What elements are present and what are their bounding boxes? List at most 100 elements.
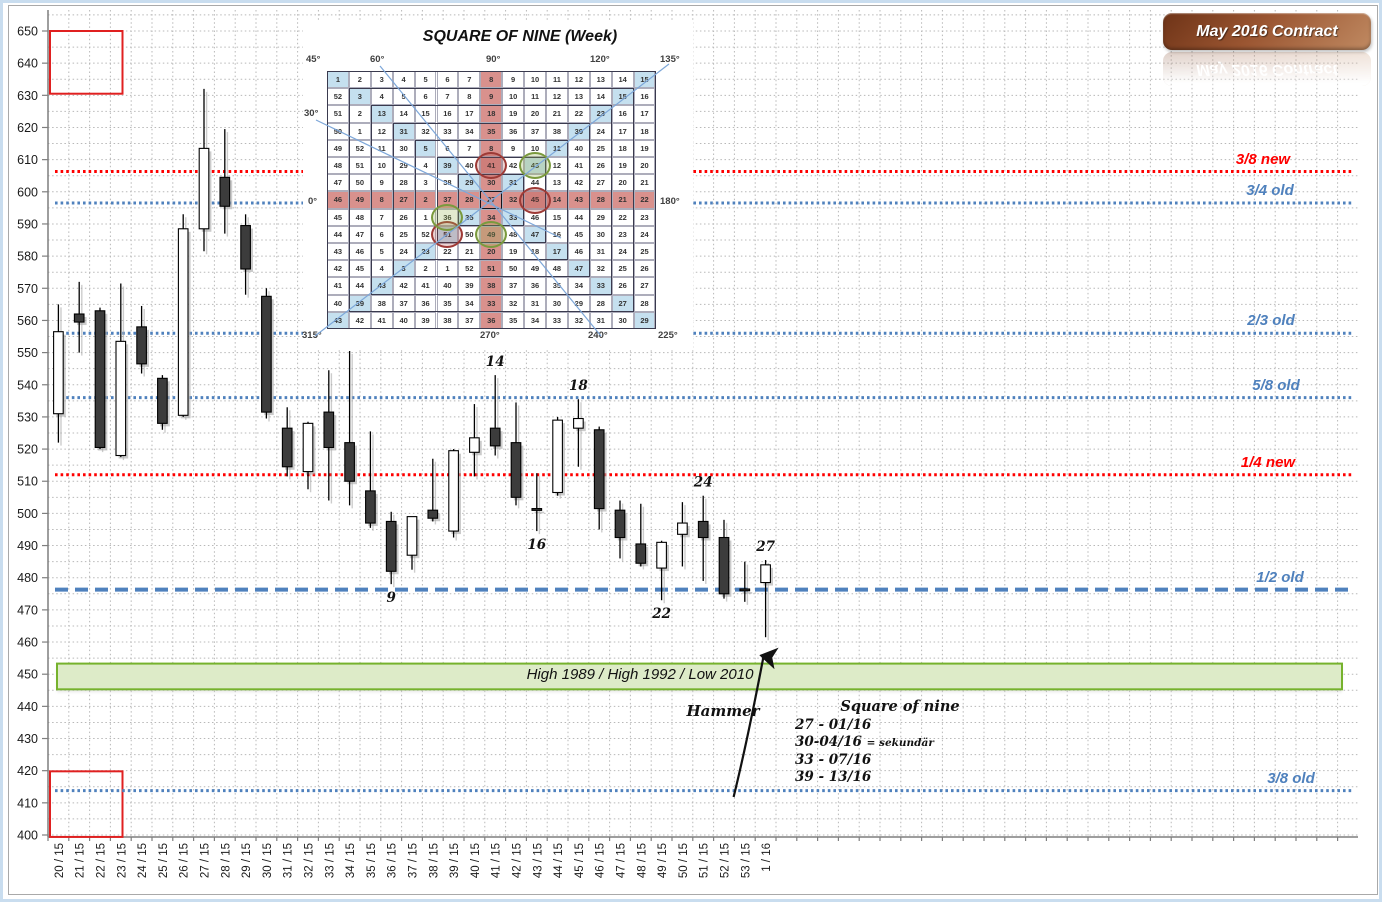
candle-number-label: 27 [755,539,775,555]
sq-cell: 14 [546,191,568,209]
sq-cell: 43 [370,277,393,295]
candle-29/15 [240,214,253,298]
sq-cell: 32 [567,311,590,329]
sq-cell: 12 [567,71,590,89]
y-tick-label: 430 [17,732,38,746]
y-tick-label: 470 [17,603,38,617]
x-tick-label: 47 / 15 [616,843,628,878]
sq-cell: 16 [546,225,568,243]
note-title: Square of nine [840,698,960,715]
degree-label: 270° [480,330,500,341]
sq-cell: 51 [348,157,371,175]
sq-cell: 41 [480,157,503,175]
sq-cell: 35 [458,208,481,226]
sq-cell: 26 [611,277,634,295]
note-item: 30-04/16 = sekundär [795,734,934,751]
sq-cell: 44 [524,174,546,192]
candle-48/15 [635,503,649,570]
candle-44/15 [552,416,565,499]
candle-47/15 [614,500,628,562]
sq-cell: 8 [480,139,503,157]
sq-cell: 5 [392,88,415,106]
y-tick-label: 490 [17,539,38,553]
sq-cell: 23 [589,105,612,123]
square-of-nine-note: Square of nine 27 - 01/16 30-04/16 = sek… [795,698,1005,786]
sq-cell: 4 [370,88,393,106]
sq-cell: 49 [348,191,371,209]
degree-label: 135° [660,54,680,65]
x-tick-label: 1 / 16 [761,843,773,872]
sq-cell: 40 [458,157,481,175]
sq-cell: 52 [348,139,371,157]
x-tick-label: 33 / 15 [324,843,336,878]
sq-cell: 52 [458,260,481,278]
degree-label: 0° [308,196,318,207]
sq-cell: 36 [524,277,546,295]
sq-cell: 37 [502,277,525,295]
sq-cell: 25 [392,225,415,243]
candle-number-label: 14 [486,354,505,370]
y-tick-label: 560 [17,314,38,328]
sq-cell: 10 [524,71,546,89]
sq-cell: 34 [524,311,546,329]
candle-46/15 [593,426,607,533]
sq-cell: 6 [436,139,459,157]
sq-cell: 7 [458,71,481,89]
sq-cell: 46 [327,191,349,209]
sq-cell: 50 [458,225,481,243]
sq-cell: 35 [436,294,459,312]
sq-cell: 11 [546,139,568,157]
sq-cell: 34 [458,294,481,312]
sq-cell: 30 [480,174,503,192]
sq-cell: 42 [502,157,525,175]
sq-cell: 2 [414,260,437,278]
sq-cell: 33 [502,208,525,226]
sq-cell: 22 [611,208,634,226]
support-zone [56,662,1343,691]
sq-cell: 26 [589,157,612,175]
x-tick-label: 38 / 15 [428,843,440,878]
candle-37/15 [406,516,420,573]
degree-label: 60° [370,54,385,65]
sq-cell: 13 [546,174,568,192]
sq-cell: 33 [436,122,459,140]
x-tick-label: 48 / 15 [636,843,648,878]
sq-cell: 3 [370,71,393,89]
sq-cell: 22 [633,191,656,209]
sq-cell: 9 [370,174,393,192]
sq-cell: 15 [633,71,656,89]
sq-cell: 51 [327,105,349,123]
sq-cell: 37 [392,294,415,312]
x-tick-label: 31 / 15 [283,843,295,878]
ref-line-label: 3/4 old [1246,182,1294,200]
sq-cell: 2 [414,191,437,209]
x-tick-label: 43 / 15 [532,843,544,878]
x-tick-label: 41 / 15 [491,843,503,878]
sq-cell: 32 [502,294,525,312]
sq-cell: 18 [480,105,503,123]
y-tick-label: 640 [17,57,38,71]
sq-cell: 27 [480,191,503,209]
y-tick-label: 410 [17,796,38,810]
candle-number-label: 22 [651,606,671,622]
x-tick-label: 39 / 15 [449,843,461,878]
sq-cell: 49 [327,139,349,157]
sq-cell: 5 [370,243,393,261]
sq-cell: 50 [502,260,525,278]
sq-cell: 1 [414,208,437,226]
sq-cell: 1 [348,122,371,140]
sq-cell: 29 [589,208,612,226]
candle-1/16 [760,560,773,641]
candle-51/15 [697,495,711,584]
sq-cell: 12 [370,122,393,140]
x-tick-label: 24 / 15 [137,843,149,878]
sq-cell: 48 [327,157,349,175]
sq-cell: 9 [480,88,503,106]
sq-cell: 6 [370,225,393,243]
sq-cell: 45 [524,191,546,209]
degree-label: 180° [660,196,680,207]
candle-45/15 [573,399,586,470]
sq-cell: 47 [567,260,590,278]
sq-cell: 45 [567,225,590,243]
note-item: 27 - 01/16 [795,717,872,733]
